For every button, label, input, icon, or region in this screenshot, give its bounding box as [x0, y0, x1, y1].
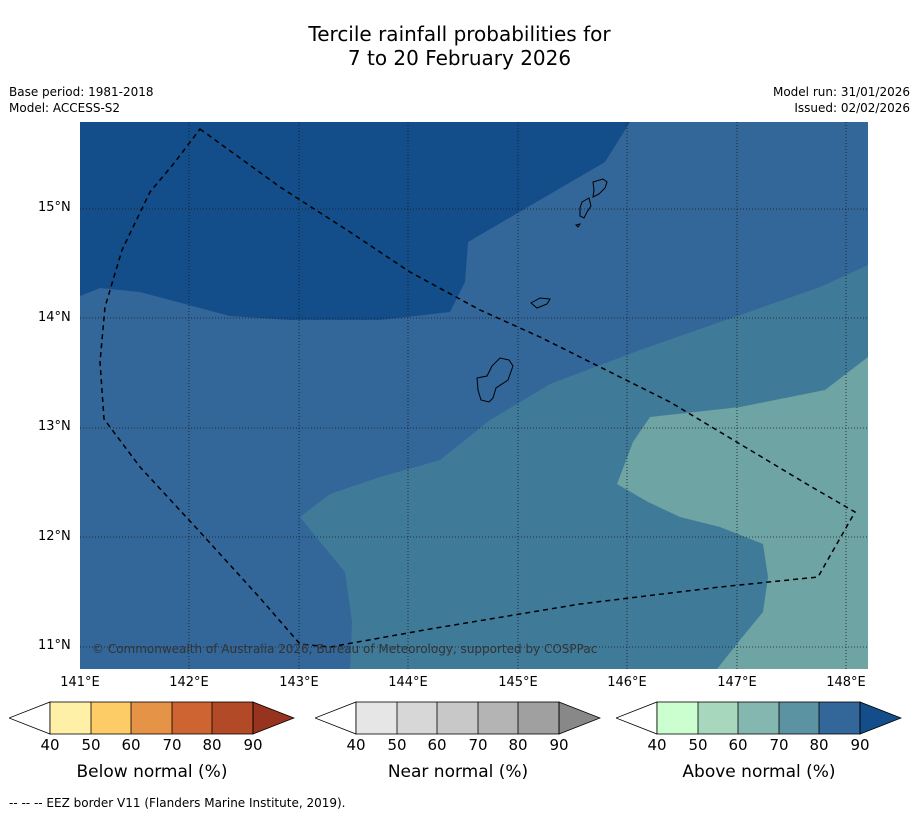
island-tinian	[579, 197, 592, 219]
lat-label-11: 11°N	[38, 638, 71, 653]
below-normal-swatch-60-70	[131, 702, 172, 734]
eez-footnote: -- -- -- EEZ border V11 (Flanders Marine…	[9, 796, 346, 810]
below-normal-over-arrow	[252, 701, 295, 735]
island-rota	[530, 297, 551, 309]
lon-label-141: 141°E	[60, 675, 100, 690]
above-normal-swatch-40-50	[657, 702, 698, 734]
region-above-60	[617, 357, 868, 669]
above-normal-frame	[656, 701, 861, 735]
title-line-1: Tercile rainfall probabilities for	[308, 22, 611, 46]
below-normal-under-arrow	[9, 701, 51, 735]
copyright-notice: © Commonwealth of Australia 2026, Bureau…	[92, 642, 598, 656]
colorbar-above-normal	[616, 701, 902, 735]
below-normal-label: Below normal (%)	[76, 762, 228, 782]
above-normal-over-arrow	[859, 701, 902, 735]
meta-left: Base period: 1981-2018 Model: ACCESS-S2	[9, 84, 154, 116]
near-normal-tick-70: 70	[468, 736, 488, 754]
near-normal-swatch-50-60	[397, 702, 437, 734]
islands	[476, 178, 608, 403]
near-normal-under-arrow	[315, 701, 357, 735]
near-normal-swatch-40-50	[356, 702, 397, 734]
chart-title: Tercile rainfall probabilities for 7 to …	[0, 22, 919, 70]
near-normal-label: Near normal (%)	[387, 762, 529, 782]
lon-label-142: 142°E	[169, 675, 209, 690]
forecast-map	[80, 122, 868, 669]
meta-right: Model run: 31/01/2026 Issued: 02/02/2026	[773, 84, 910, 116]
near-normal-tick-90: 90	[549, 736, 569, 754]
above-normal-tick-80: 80	[809, 736, 829, 754]
lon-label-144: 144°E	[388, 675, 428, 690]
near-normal-outline	[355, 701, 560, 735]
colorbar-near-normal	[315, 701, 601, 735]
above-normal-tick-60: 60	[728, 736, 748, 754]
base-period: Base period: 1981-2018	[9, 85, 154, 99]
above-normal-tick-40: 40	[647, 736, 667, 754]
region-above-90	[80, 122, 630, 320]
lon-label-146: 146°E	[607, 675, 647, 690]
lat-label-14: 14°N	[38, 310, 71, 325]
below-normal-tick-60: 60	[121, 736, 141, 754]
below-normal-outline	[49, 701, 254, 735]
below-normal-tick-40: 40	[40, 736, 60, 754]
near-normal-over-arrow	[558, 701, 601, 735]
below-normal-tick-50: 50	[81, 736, 101, 754]
graticule	[80, 122, 868, 669]
lat-label-15: 15°N	[38, 200, 71, 215]
above-normal-swatch-60-70	[738, 702, 779, 734]
above-normal-tick-90: 90	[850, 736, 870, 754]
near-normal-tick-50: 50	[387, 736, 407, 754]
lon-label-143: 143°E	[279, 675, 319, 690]
island-saipan	[592, 178, 608, 198]
lat-label-13: 13°N	[38, 419, 71, 434]
title-line-2: 7 to 20 February 2026	[347, 46, 572, 70]
lon-label-148: 148°E	[826, 675, 866, 690]
issued-date: Issued: 02/02/2026	[794, 101, 910, 115]
above-normal-outline	[656, 701, 861, 735]
near-normal-swatch-70-80	[478, 702, 518, 734]
above-normal-swatch-50-60	[698, 702, 738, 734]
above-normal-tick-50: 50	[688, 736, 708, 754]
below-normal-tick-70: 70	[162, 736, 182, 754]
island-aguijan	[575, 223, 582, 228]
near-normal-tick-80: 80	[508, 736, 528, 754]
below-normal-swatch-40-50	[50, 702, 91, 734]
above-normal-tick-70: 70	[769, 736, 789, 754]
near-normal-swatch-80-90	[518, 702, 559, 734]
model-run: Model run: 31/01/2026	[772, 85, 910, 99]
above-normal-swatch-80-90	[819, 702, 860, 734]
model-name: Model: ACCESS-S2	[9, 101, 121, 115]
region-above-70	[300, 265, 868, 669]
lon-label-145: 145°E	[498, 675, 538, 690]
near-normal-tick-60: 60	[427, 736, 447, 754]
below-normal-frame	[49, 701, 254, 735]
above-normal-swatch-70-80	[779, 702, 819, 734]
island-guam	[476, 357, 514, 403]
above-normal-label: Above normal (%)	[682, 762, 836, 782]
lat-label-12: 12°N	[38, 529, 71, 544]
below-normal-tick-90: 90	[243, 736, 263, 754]
lon-label-147: 147°E	[717, 675, 757, 690]
near-normal-tick-40: 40	[346, 736, 366, 754]
below-normal-swatch-80-90	[212, 702, 253, 734]
above-normal-under-arrow	[616, 701, 658, 735]
near-normal-swatch-60-70	[437, 702, 478, 734]
below-normal-swatch-50-60	[91, 702, 131, 734]
colorbar-below-normal	[9, 701, 295, 735]
below-normal-swatch-70-80	[172, 702, 212, 734]
eez-border	[99, 127, 857, 648]
near-normal-frame	[355, 701, 560, 735]
below-normal-tick-80: 80	[202, 736, 222, 754]
